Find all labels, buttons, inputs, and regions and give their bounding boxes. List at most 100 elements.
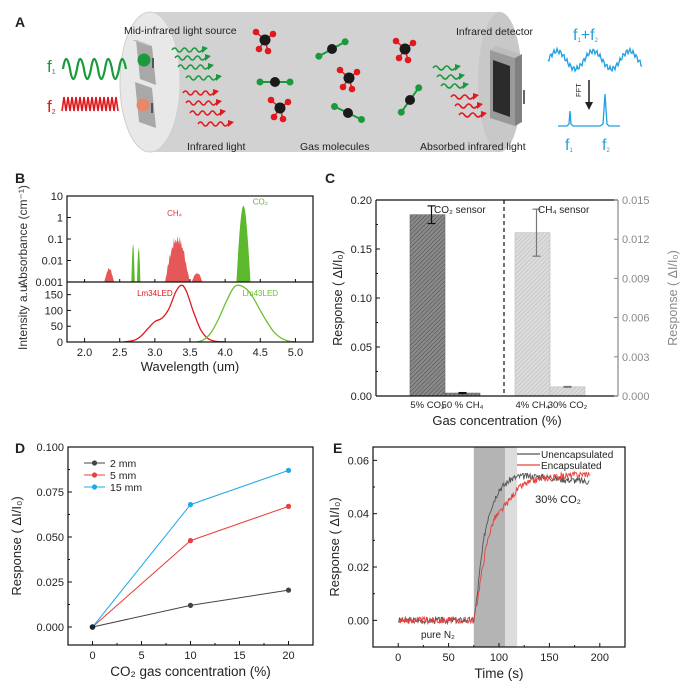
bar-5% CO₂ bbox=[409, 214, 446, 397]
y-axis-label-absorbance: Absorbance (cm⁻¹) bbox=[16, 185, 30, 287]
y-tick-label: 0.075 bbox=[36, 487, 64, 499]
light-ray-arrowhead bbox=[463, 82, 469, 89]
hydrogen-atom bbox=[348, 85, 356, 93]
data-point bbox=[187, 538, 194, 544]
y-tick-label-left: 0.15 bbox=[351, 244, 372, 256]
y-tick-label-right: 0.000 bbox=[622, 391, 650, 403]
y-axis-label-right: Response ( ΔI/I₀) bbox=[666, 250, 680, 346]
x-tick-label: 200 bbox=[591, 652, 609, 664]
oxygen-atom bbox=[315, 52, 323, 60]
carbon-atom bbox=[259, 34, 271, 46]
light-ray bbox=[458, 112, 482, 118]
panel-b-letter: B bbox=[15, 170, 26, 186]
led-source-green bbox=[132, 40, 156, 85]
y-tick-label: 0.00 bbox=[348, 615, 369, 627]
bar-50 % CH₄ bbox=[444, 392, 481, 397]
x-tick-label: 20 bbox=[282, 650, 294, 662]
oxygen-atom bbox=[330, 102, 338, 110]
shaded-region bbox=[505, 447, 518, 647]
light-ray-arrowhead bbox=[202, 46, 208, 53]
legend-lm43led: Lm43LED bbox=[242, 289, 278, 298]
oxygen-atom bbox=[341, 38, 349, 46]
gas-molecules-label: Gas molecules bbox=[300, 141, 369, 153]
light-ray-arrowhead bbox=[208, 63, 214, 70]
x-tick-label: 150 bbox=[540, 652, 558, 664]
light-ray-arrowhead bbox=[205, 54, 211, 61]
y-tick-label: 0.000 bbox=[36, 622, 64, 634]
light-ray bbox=[440, 83, 464, 89]
legend-marker bbox=[91, 460, 98, 466]
source-label: Mid-infrared light source bbox=[124, 25, 237, 37]
legend-label: 5 mm bbox=[110, 470, 137, 482]
y-tick-label: 0 bbox=[57, 337, 63, 349]
legend-label: 15 mm bbox=[110, 482, 142, 494]
x-category-label: 30% CO₂ bbox=[548, 400, 588, 411]
f1-wave bbox=[61, 57, 128, 81]
legend-label: Encapsulated bbox=[541, 461, 602, 472]
x-category-label: 5% CO₂ bbox=[410, 400, 445, 411]
light-ray bbox=[197, 121, 229, 127]
fft-arrow-head bbox=[585, 102, 593, 110]
bar-30% CO₂ bbox=[549, 386, 586, 397]
light-ray bbox=[182, 90, 214, 96]
x-tick-label: 2.5 bbox=[112, 347, 127, 359]
y-tick-label: 0.06 bbox=[348, 455, 369, 467]
co2-sensor-label: CO₂ sensor bbox=[434, 205, 486, 216]
x-axis-label: CO₂ gas concentration (%) bbox=[110, 664, 271, 679]
panel-e-letter: E bbox=[333, 440, 343, 456]
cylinder-body bbox=[150, 12, 500, 152]
carbon-atom bbox=[405, 95, 415, 105]
infrared-detector bbox=[490, 46, 525, 126]
f1-label: f1 bbox=[47, 57, 56, 76]
hydrogen-atom bbox=[252, 28, 260, 36]
hydrogen-atom bbox=[339, 83, 347, 91]
hydrogen-atom bbox=[392, 37, 400, 45]
carbon-atom bbox=[399, 43, 411, 55]
hydrogen-atom bbox=[353, 68, 361, 76]
y-tick-label: 0.100 bbox=[36, 442, 64, 454]
data-point bbox=[285, 467, 292, 473]
data-point bbox=[187, 602, 194, 609]
light-ray-arrowhead bbox=[481, 111, 487, 118]
light-ray bbox=[177, 64, 209, 70]
oxygen-atom bbox=[286, 78, 294, 86]
x-tick-label: 100 bbox=[490, 652, 508, 664]
x-axis-label: Gas concentration (%) bbox=[432, 413, 561, 428]
absorption-band-co2 bbox=[83, 280, 86, 282]
hydrogen-atom bbox=[270, 113, 278, 121]
y-tick-label-right: 0.003 bbox=[622, 352, 650, 364]
light-ray-arrowhead bbox=[216, 99, 222, 106]
origin-point bbox=[89, 624, 96, 630]
series-line-15-mm bbox=[92, 469, 289, 628]
series-line-5-mm bbox=[92, 505, 289, 628]
panel-d-letter: D bbox=[15, 440, 26, 456]
absorption-band-co2 bbox=[136, 247, 141, 282]
y-tick-label-right: 0.012 bbox=[622, 234, 650, 246]
y-tick-label-right: 0.009 bbox=[622, 273, 650, 285]
led-curve-lm34led bbox=[123, 284, 226, 343]
f2-label: f2 bbox=[47, 97, 56, 116]
hydrogen-atom bbox=[404, 56, 412, 64]
hydrogen-atom bbox=[255, 45, 263, 53]
y-tick-label: 0.01 bbox=[42, 256, 63, 268]
plot-frame bbox=[66, 195, 314, 343]
hydrogen-atom bbox=[395, 54, 403, 62]
hydrogen-atom bbox=[267, 96, 275, 104]
y-axis-label: Response ( ΔI/I₀) bbox=[9, 496, 24, 595]
absorption-band-co2 bbox=[131, 243, 135, 282]
light-ray-arrowhead bbox=[473, 93, 479, 100]
y-axis-label-intensity: Intensity a.u. bbox=[16, 282, 30, 350]
infrared-light-rays bbox=[171, 46, 487, 127]
led-source-red bbox=[135, 82, 156, 128]
light-ray bbox=[432, 65, 456, 71]
y-tick-label: 10 bbox=[51, 191, 63, 203]
ch4-annotation: CH₄ bbox=[167, 209, 182, 218]
data-point bbox=[89, 624, 96, 630]
light-ray-arrowhead bbox=[459, 73, 465, 80]
y-tick-label: 0.050 bbox=[36, 532, 64, 544]
x-tick-label: 4.0 bbox=[217, 347, 232, 359]
gas-sensor-schematic: f1 f2 Mid-infrared light source Infrared… bbox=[47, 11, 643, 154]
data-point bbox=[187, 502, 194, 508]
panel-c-letter: C bbox=[325, 170, 336, 186]
x-tick-label: 2.0 bbox=[77, 347, 92, 359]
